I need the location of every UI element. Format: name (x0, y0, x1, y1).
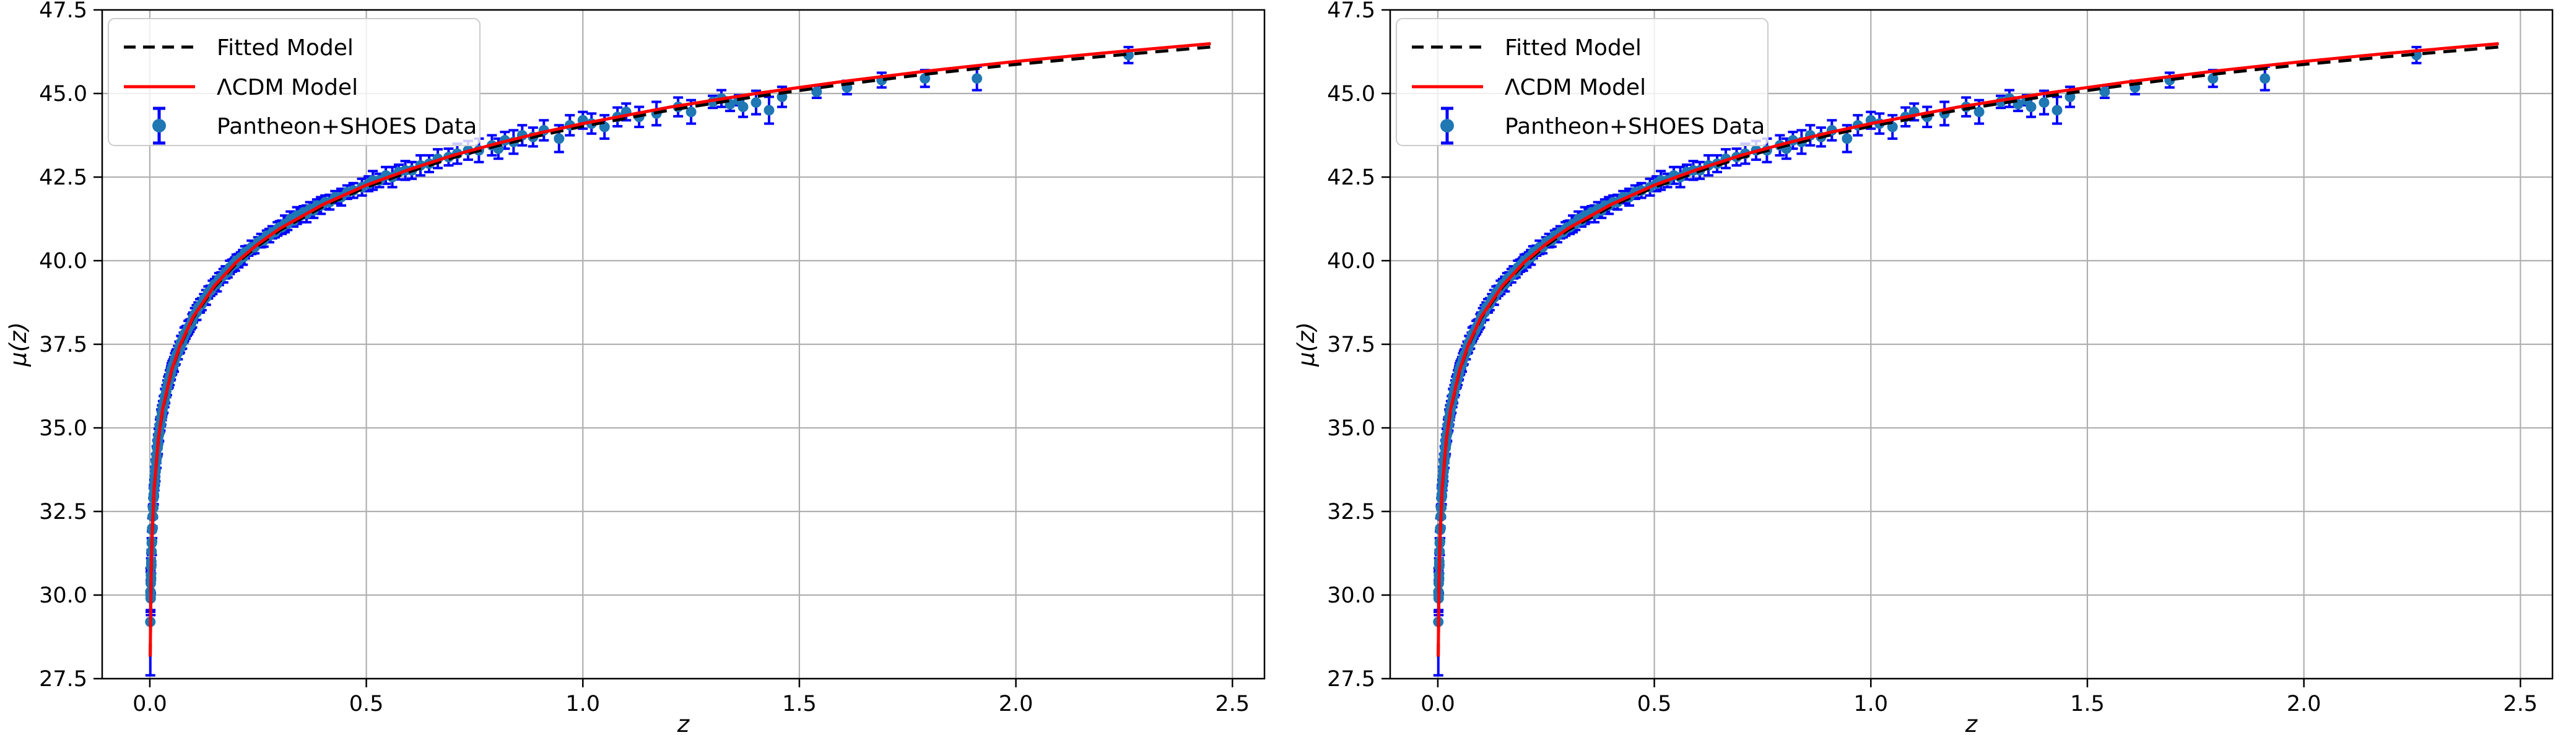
y-tick-label: 30.0 (39, 583, 87, 608)
legend-label: ΛCDM Model (217, 75, 358, 100)
grid (102, 9, 1264, 680)
tick-labels: 0.0 0.5 1.0 1.5 2.0 2.5 27.5 30.0 32.5 35.0 37.5 40… (39, 0, 1250, 716)
y-tick-label: 42.5 (39, 165, 87, 190)
x-tick-label: 2.5 (1215, 692, 1250, 716)
tick-marks (94, 9, 1234, 687)
y-tick-label: 27.5 (1327, 667, 1375, 692)
y-tick-label: 45.0 (39, 82, 87, 107)
y-axis-label: μ(z) (1293, 322, 1320, 367)
x-tick-label: 0.0 (1421, 692, 1455, 716)
data-point-marker (972, 73, 983, 84)
y-tick-label: 32.5 (1327, 500, 1375, 524)
x-tick-label: 1.0 (1853, 692, 1888, 716)
data-point-marker (764, 105, 775, 116)
tick-labels: 0.0 0.5 1.0 1.5 2.0 2.5 27.5 30.0 32.5 35.0 37.5 40… (1327, 0, 2538, 716)
lcdm-model-curve (149, 42, 1211, 657)
x-tick-label: 1.5 (782, 692, 817, 716)
x-tick-label: 2.0 (999, 692, 1033, 716)
x-tick-label: 0.5 (349, 692, 384, 716)
y-tick-label: 45.0 (1327, 82, 1375, 107)
x-tick-label: 2.5 (2503, 692, 2538, 716)
legend: Fitted Model ΛCDM Model Pantheon+SHOES Dat… (108, 18, 481, 146)
y-tick-label: 42.5 (1327, 165, 1375, 190)
data-point-marker (2026, 102, 2037, 113)
y-tick-label: 47.5 (39, 0, 87, 23)
legend: Fitted Model ΛCDM Model Pantheon+SHOES Dat… (1396, 18, 1769, 146)
x-axis-label: z (677, 711, 690, 735)
legend-label: Pantheon+SHOES Data (1505, 114, 1765, 139)
x-tick-label: 1.5 (2070, 692, 2105, 716)
plot-svg-left: 0.0 0.5 1.0 1.5 2.0 2.5 27.5 30.0 32.5 35.0 37.5 40… (5, 0, 1266, 735)
data-point-marker (751, 97, 762, 108)
data-point-marker (811, 86, 822, 97)
legend-box (108, 18, 481, 146)
data-point-marker (2039, 97, 2050, 108)
y-tick-label: 35.0 (1327, 416, 1375, 441)
legend-label: Fitted Model (217, 35, 354, 61)
y-tick-label: 40.0 (39, 249, 87, 274)
data-point-marker (1973, 107, 1985, 118)
y-tick-label: 37.5 (39, 333, 87, 357)
hubble-diagram-panel-left: 0.0 0.5 1.0 1.5 2.0 2.5 27.5 30.0 32.5 35.0 37.5 40… (5, 0, 1266, 735)
x-tick-label: 1.0 (565, 692, 600, 716)
data-point-marker (2260, 73, 2271, 84)
legend-marker-sample (1440, 119, 1454, 133)
legend-label: Pantheon+SHOES Data (217, 114, 477, 139)
x-tick-label: 0.5 (1637, 692, 1672, 716)
plot-svg-right: 0.0 0.5 1.0 1.5 2.0 2.5 27.5 30.0 32.5 35.0 37.5 40… (1293, 0, 2554, 735)
y-tick-label: 32.5 (39, 500, 87, 524)
y-tick-label: 27.5 (39, 667, 87, 692)
y-axis-label: μ(z) (5, 322, 32, 367)
x-tick-label: 0.0 (133, 692, 167, 716)
data-point-marker (685, 107, 697, 118)
data-point-marker (1842, 133, 1853, 144)
y-tick-label: 30.0 (1327, 583, 1375, 608)
y-tick-label: 37.5 (1327, 333, 1375, 357)
hubble-diagram-panel-right: 0.0 0.5 1.0 1.5 2.0 2.5 27.5 30.0 32.5 35.0 37.5 40… (1288, 0, 2576, 735)
data-point-marker (2099, 86, 2110, 97)
legend-label: Fitted Model (1505, 35, 1642, 61)
data-point-marker (920, 73, 931, 84)
data-point-marker (2208, 73, 2219, 84)
data-point-marker (738, 102, 749, 113)
data-point-marker (2052, 105, 2063, 116)
legend-marker-sample (152, 119, 166, 133)
y-tick-label: 47.5 (1327, 0, 1375, 23)
legend-label: ΛCDM Model (1505, 75, 1646, 100)
x-axis-label: z (1965, 711, 1978, 735)
y-tick-label: 40.0 (1327, 249, 1375, 274)
tick-marks (1382, 9, 2522, 687)
y-tick-label: 35.0 (39, 416, 87, 441)
lcdm-model-curve (1437, 42, 2499, 657)
x-tick-label: 2.0 (2287, 692, 2321, 716)
data-point-marker (554, 133, 565, 144)
legend-box (1396, 18, 1769, 146)
